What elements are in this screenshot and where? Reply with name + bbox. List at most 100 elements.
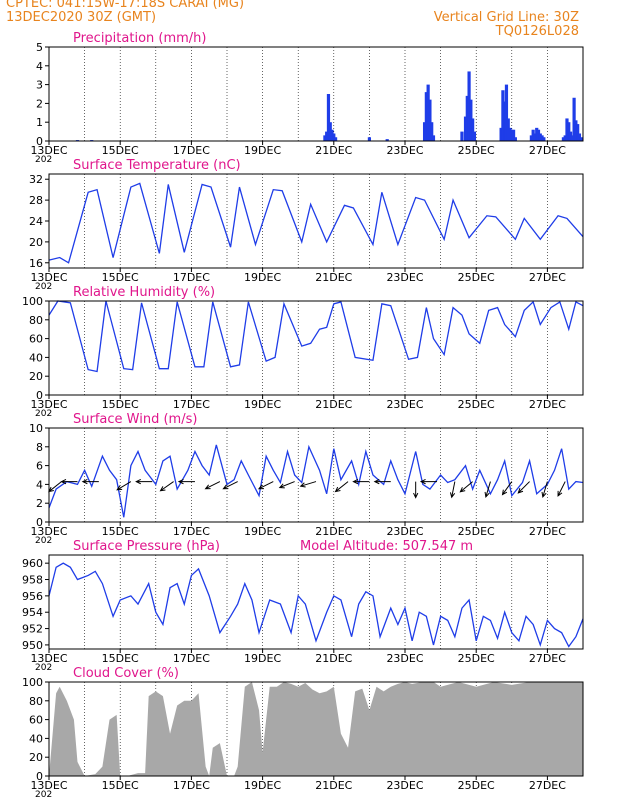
y-tick-label: 16 [29, 257, 43, 270]
precip-bar [367, 137, 371, 141]
panel-title: Precipitation (mm/h) [73, 31, 206, 46]
x-tick-label: 13DEC [30, 398, 67, 411]
precip-bar [536, 129, 541, 141]
panel-frame [48, 300, 584, 396]
x-tick-label: 27DEC [529, 779, 566, 792]
wind-arrow [557, 481, 566, 497]
x-year-fragment: 202 [35, 790, 52, 800]
wind-arrow [177, 478, 195, 485]
x-tick-label: 13DEC [30, 525, 67, 538]
wind-arrow [352, 478, 370, 485]
x-year-fragment: 202 [35, 155, 52, 165]
precip-bar [431, 135, 436, 141]
wind-arrow [299, 481, 317, 488]
precip-bar [465, 95, 469, 141]
y-tick-label: 20 [29, 751, 43, 764]
y-tick-label: 2 [36, 497, 43, 510]
precip-bar [561, 137, 566, 141]
wind-arrow [541, 481, 548, 499]
x-tick-label: 23DEC [386, 652, 423, 665]
precip-bar [326, 94, 331, 141]
x-tick-label: 13DEC [30, 144, 67, 157]
precip-bar [463, 116, 468, 141]
y-tick-label: 60 [29, 333, 43, 346]
series-line [48, 444, 584, 518]
panel-title: Surface Wind (m/s) [73, 412, 197, 427]
precip-bar [563, 135, 567, 141]
y-tick-label: 20 [29, 370, 43, 383]
wind-arrow [60, 478, 78, 485]
x-tick-label: 21DEC [315, 525, 352, 538]
y-tick-label: 2 [36, 97, 43, 110]
panel-frame [48, 681, 584, 777]
x-tick-label: 15DEC [102, 144, 139, 157]
wind-arrow [517, 481, 530, 494]
precip-bar [428, 99, 432, 141]
x-year-fragment: 202 [35, 663, 52, 673]
precip-bar [540, 135, 544, 141]
y-tick-label: 0 [36, 135, 43, 148]
panel-title: Relative Humidity (%) [73, 285, 215, 300]
precip-bar [503, 101, 507, 141]
precip-bar [577, 133, 582, 141]
wind-arrow [257, 481, 274, 490]
run-id: TQ0126L028 [495, 24, 579, 39]
y-tick-label: 100 [22, 676, 43, 689]
run-date: 13DEC2020 30Z (GMT) [6, 10, 157, 25]
panel-frame [48, 46, 584, 142]
x-tick-label: 21DEC [315, 652, 352, 665]
precip-bar [499, 127, 503, 141]
wind-arrow [501, 481, 513, 496]
precip-bar [576, 124, 580, 141]
precip-bar [504, 84, 509, 141]
wind-arrow [204, 481, 221, 490]
precip-bar [531, 129, 535, 141]
x-tick-label: 19DEC [244, 144, 281, 157]
precip-bar [506, 118, 510, 141]
panel-title: Surface Pressure (hPa) [73, 539, 220, 554]
x-tick-label: 23DEC [386, 525, 423, 538]
x-tick-label: 19DEC [244, 652, 281, 665]
x-tick-label: 17DEC [173, 144, 210, 157]
precip-bar [333, 137, 338, 141]
x-tick-label: 17DEC [173, 779, 210, 792]
precip-bar [510, 129, 514, 141]
precip-bar [323, 135, 327, 141]
x-tick-label: 23DEC [386, 144, 423, 157]
y-tick-label: 32 [29, 173, 43, 186]
x-tick-label: 15DEC [102, 271, 139, 284]
series-line [48, 562, 584, 648]
y-tick-label: 8 [36, 441, 43, 454]
x-tick-label: 25DEC [458, 398, 495, 411]
y-tick-label: 3 [36, 79, 43, 92]
y-tick-label: 28 [29, 194, 43, 207]
station-header: CPTEC: 041:15W-17:18S CARAI (MG) [6, 0, 245, 11]
precip-bar [460, 131, 464, 141]
y-tick-label: 6 [36, 460, 43, 473]
y-tick-label: 4 [36, 478, 43, 491]
wind-arrow [449, 481, 456, 499]
wind-arrow [419, 478, 438, 485]
precip-bar [579, 137, 583, 141]
panel-frame [48, 427, 584, 523]
y-tick-label: 0 [36, 389, 43, 402]
x-tick-label: 13DEC [30, 271, 67, 284]
x-tick-label: 21DEC [315, 144, 352, 157]
wind-arrow [81, 478, 99, 485]
x-tick-label: 23DEC [386, 779, 423, 792]
cloud-cover-area [49, 682, 583, 776]
precip-bar [424, 92, 428, 141]
y-tick-label: 950 [22, 639, 43, 652]
precip-bar [570, 135, 574, 141]
precip-bar [332, 133, 336, 141]
wind-arrow [135, 478, 153, 485]
panel-0 [45, 46, 584, 145]
x-tick-label: 27DEC [529, 652, 566, 665]
precip-bar [471, 118, 475, 141]
x-tick-label: 23DEC [386, 271, 423, 284]
y-tick-label: 956 [22, 590, 43, 603]
x-tick-label: 17DEC [173, 271, 210, 284]
y-tick-label: 80 [29, 695, 43, 708]
x-tick-label: 19DEC [244, 398, 281, 411]
precip-bar [538, 133, 542, 141]
